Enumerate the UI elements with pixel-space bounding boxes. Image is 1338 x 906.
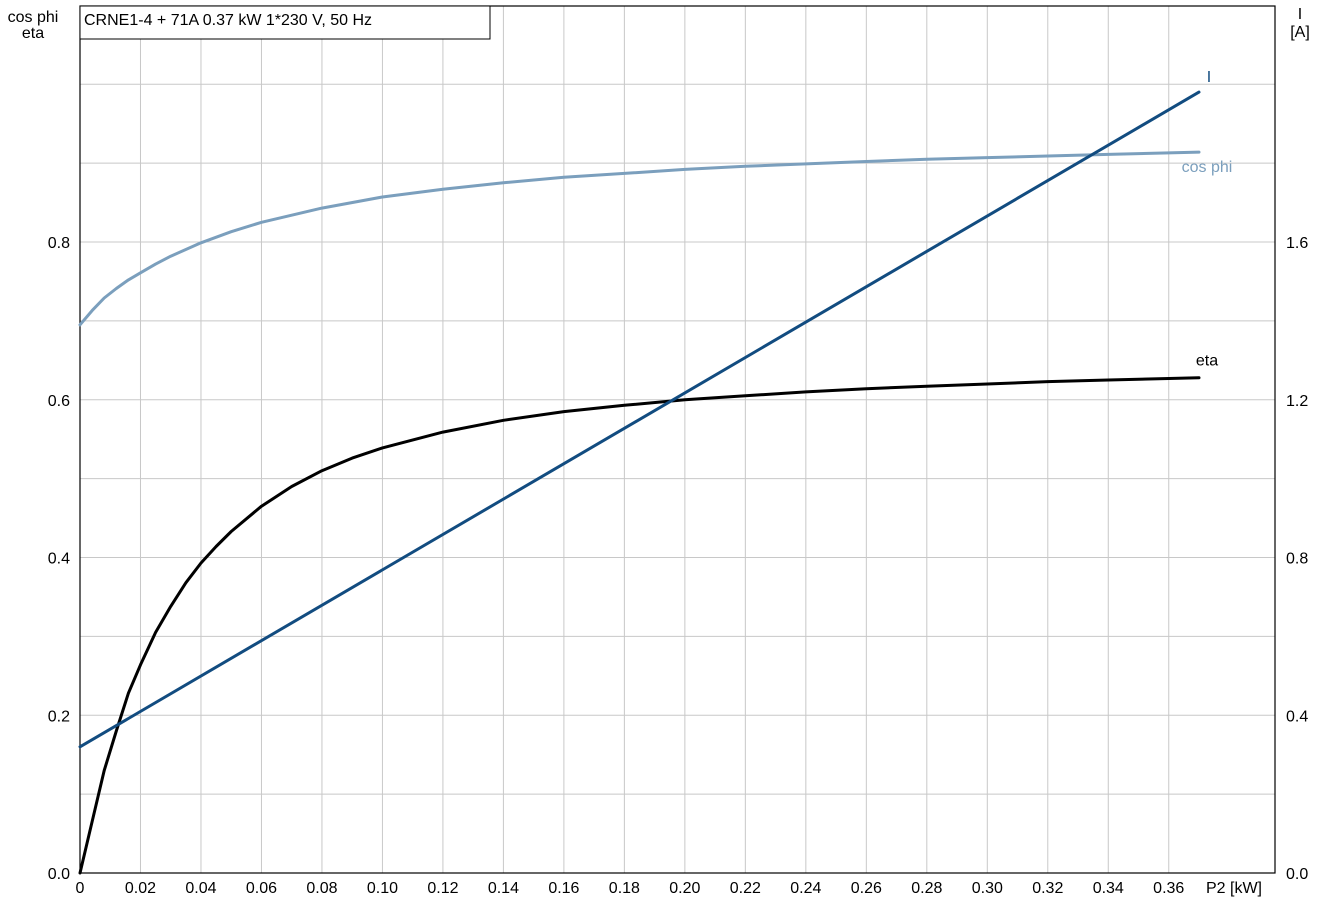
x-tick-label: 0.02 [125,880,156,897]
x-tick-label: 0.34 [1093,880,1124,897]
left-axis-ticks: 0.0 0.2 0.4 0.6 0.8 [48,235,70,883]
x-tick-label: 0.16 [548,880,579,897]
left-tick-label: 0.6 [48,393,70,410]
plot-frame [79,5,1276,874]
series-label-cos-phi: cos phi [1182,159,1233,176]
x-tick-label: 0.14 [488,880,519,897]
series-label-eta: eta [1196,353,1218,370]
right-tick-label: 0.0 [1286,866,1308,883]
left-tick-label: 0.0 [48,866,70,883]
right-tick-label: 0.8 [1286,551,1308,568]
right-axis-ticks: 0.0 0.4 0.8 1.2 1.6 [1286,235,1308,883]
series-line-cos-phi [78,150,1201,327]
left-tick-label: 0.8 [48,235,70,252]
x-tick-label: 0.04 [185,880,216,897]
chart-title: CRNE1-4 + 71A 0.37 kW 1*230 V, 50 Hz [84,12,372,29]
left-tick-label: 0.4 [48,551,70,568]
grid-lines [80,6,1275,873]
x-tick-label: 0.28 [911,880,942,897]
x-tick-label: 0.10 [367,880,398,897]
left-axis-title-line2: eta [22,25,44,42]
x-tick-label: 0.12 [427,880,458,897]
right-axis-title-line2: [A] [1290,24,1310,41]
left-tick-label: 0.2 [48,708,70,725]
x-tick-label: 0.26 [851,880,882,897]
x-tick-label: 0.08 [306,880,337,897]
x-axis-ticks: 0 0.02 0.04 0.06 0.08 0.10 0.12 0.14 0.16 0.18 0.2… [76,880,1185,897]
x-axis-title: P2 [kW] [1206,880,1262,897]
series-labels: cos phi eta I [1182,69,1233,370]
right-tick-label: 1.6 [1286,235,1308,252]
series-line-i [78,90,1201,749]
x-tick-label: 0.22 [730,880,761,897]
x-tick-label: 0.36 [1153,880,1184,897]
series-line-eta [78,376,1201,875]
series-label-i: I [1207,69,1211,86]
title-box [79,5,491,40]
x-tick-label: 0.30 [972,880,1003,897]
x-tick-label: 0.18 [609,880,640,897]
x-tick-label: 0.06 [246,880,277,897]
x-tick-label: 0.20 [669,880,700,897]
right-axis-title-line1: I [1298,6,1302,23]
x-tick-label: 0 [76,880,85,897]
series-group [78,90,1201,875]
x-tick-label: 0.32 [1032,880,1063,897]
right-tick-label: 0.4 [1286,708,1308,725]
x-tick-label: 0.24 [790,880,821,897]
right-tick-label: 1.2 [1286,393,1308,410]
left-axis-title-line1: cos phi [8,9,59,26]
